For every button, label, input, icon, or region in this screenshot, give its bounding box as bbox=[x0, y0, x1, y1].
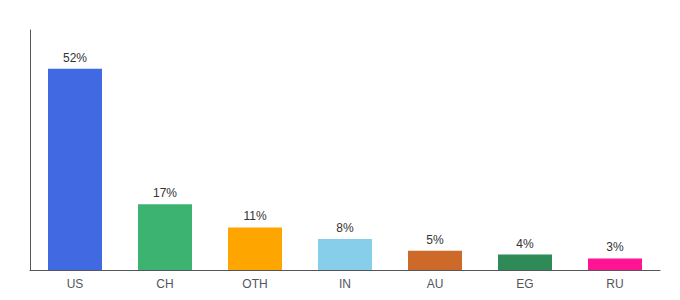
svg-text:IN: IN bbox=[339, 277, 351, 291]
svg-text:52%: 52% bbox=[63, 51, 87, 65]
svg-text:CH: CH bbox=[156, 277, 173, 291]
svg-text:11%: 11% bbox=[243, 209, 266, 223]
svg-text:US: US bbox=[67, 277, 84, 291]
svg-text:RU: RU bbox=[606, 277, 623, 291]
svg-text:OTH: OTH bbox=[242, 277, 267, 291]
svg-text:17%: 17% bbox=[153, 186, 177, 200]
svg-text:8%: 8% bbox=[336, 221, 354, 235]
svg-text:EG: EG bbox=[516, 277, 533, 291]
svg-text:5%: 5% bbox=[426, 233, 444, 247]
svg-text:AU: AU bbox=[427, 277, 444, 291]
svg-text:3%: 3% bbox=[606, 240, 624, 254]
svg-text:4%: 4% bbox=[516, 237, 534, 251]
